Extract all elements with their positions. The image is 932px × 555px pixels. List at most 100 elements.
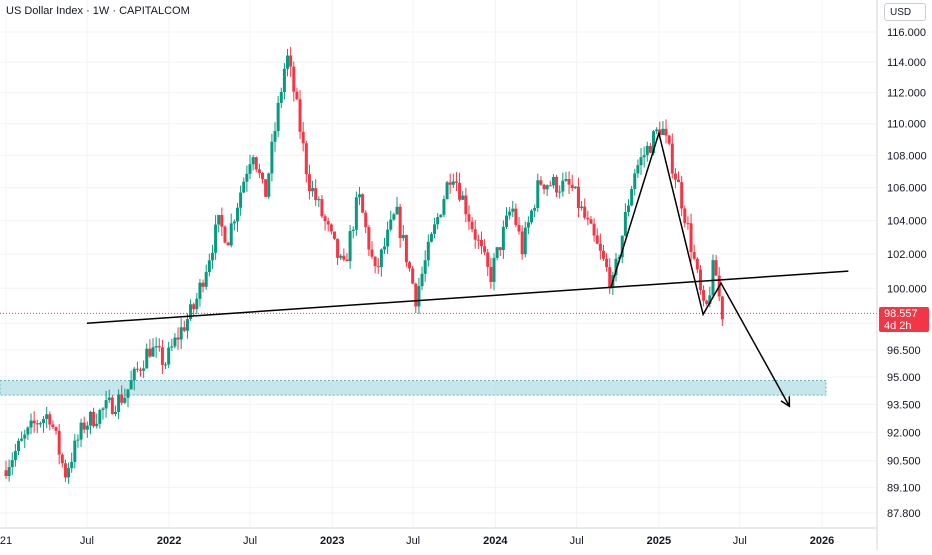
candle-body bbox=[88, 411, 92, 426]
candle-body bbox=[126, 389, 130, 398]
candle-body bbox=[686, 223, 690, 225]
candle-body bbox=[29, 420, 33, 428]
candle bbox=[185, 313, 189, 339]
candle bbox=[361, 193, 365, 214]
candle-body bbox=[583, 206, 587, 218]
price-axis[interactable]: 116.000 114.000 112.000 110.000 108.000 106.0… bbox=[887, 27, 927, 520]
candle-body bbox=[4, 470, 8, 477]
candle bbox=[445, 180, 449, 200]
candle bbox=[495, 246, 499, 261]
candle-body bbox=[276, 102, 280, 132]
candle bbox=[517, 216, 521, 235]
price-tick-label: 87.800 bbox=[887, 508, 921, 520]
candle bbox=[373, 256, 377, 274]
candle-body bbox=[558, 191, 562, 193]
candle-body bbox=[383, 246, 387, 250]
candle-body bbox=[320, 199, 324, 217]
candle bbox=[395, 196, 399, 215]
candle-body bbox=[617, 257, 621, 259]
candle-body bbox=[389, 219, 393, 230]
candle-body bbox=[627, 205, 631, 213]
candle-body bbox=[645, 145, 649, 156]
candle-body bbox=[595, 235, 599, 244]
candle-body bbox=[82, 422, 86, 430]
candle bbox=[235, 203, 239, 232]
candle bbox=[470, 216, 474, 233]
candle bbox=[192, 302, 196, 316]
candle-body bbox=[708, 295, 712, 304]
candle-body bbox=[680, 182, 684, 209]
candle bbox=[386, 221, 390, 254]
candle bbox=[117, 389, 121, 420]
candle bbox=[245, 165, 249, 192]
candle bbox=[129, 370, 133, 390]
candle bbox=[20, 431, 24, 442]
candle-body bbox=[548, 185, 552, 187]
candle-body bbox=[601, 250, 605, 259]
candle-body bbox=[370, 249, 374, 257]
price-tick-label: 93.500 bbox=[887, 399, 921, 411]
candle-body bbox=[539, 180, 543, 185]
candle bbox=[401, 225, 405, 241]
candle-body bbox=[508, 211, 512, 216]
candle-body bbox=[376, 266, 380, 268]
time-axis[interactable]: 21 Jul 2022 Jul 2023 Jul 2024 Jul 2025 Jul 2026 bbox=[0, 535, 834, 547]
candle-body bbox=[117, 394, 121, 412]
candle-body bbox=[426, 241, 430, 261]
candle bbox=[489, 258, 493, 289]
candle bbox=[351, 226, 355, 239]
candle bbox=[639, 147, 643, 175]
candle-body bbox=[448, 182, 452, 185]
candle-body bbox=[623, 212, 627, 236]
candle-body bbox=[51, 424, 55, 428]
candle-body bbox=[32, 420, 36, 424]
candle bbox=[345, 253, 349, 262]
candle-body bbox=[695, 258, 699, 270]
candle-body bbox=[661, 128, 665, 136]
candle-body bbox=[57, 430, 61, 455]
candle bbox=[304, 140, 308, 183]
candle bbox=[142, 360, 146, 379]
candle bbox=[195, 292, 199, 315]
trendline[interactable] bbox=[86, 270, 849, 324]
candle bbox=[511, 200, 515, 218]
candle-body bbox=[561, 180, 565, 192]
candle-body bbox=[189, 304, 193, 320]
candle bbox=[248, 154, 252, 180]
candle-body bbox=[670, 143, 674, 174]
candle-body bbox=[179, 327, 183, 340]
candle-body bbox=[98, 410, 102, 424]
candle bbox=[220, 207, 224, 236]
candle bbox=[189, 299, 193, 321]
candle bbox=[542, 184, 546, 195]
candle-body bbox=[655, 129, 659, 132]
candle bbox=[661, 121, 665, 136]
price-tick-label: 89.100 bbox=[887, 483, 921, 495]
drawings[interactable] bbox=[86, 130, 849, 408]
candle-body bbox=[533, 207, 537, 211]
candle bbox=[4, 460, 8, 480]
candle-body bbox=[67, 468, 71, 478]
candle bbox=[357, 187, 361, 205]
candle-body bbox=[501, 226, 505, 250]
candle-body bbox=[104, 400, 108, 409]
candle bbox=[279, 87, 283, 109]
candle-body bbox=[42, 419, 46, 424]
candle bbox=[148, 339, 152, 358]
projection-path[interactable] bbox=[609, 130, 791, 407]
candle bbox=[655, 127, 659, 135]
candle-body bbox=[176, 337, 180, 340]
candle-body bbox=[530, 210, 534, 223]
candle bbox=[182, 320, 186, 333]
candle-body bbox=[270, 141, 274, 174]
support-zone[interactable] bbox=[0, 380, 827, 396]
candle bbox=[160, 339, 164, 374]
candle-body bbox=[677, 179, 681, 183]
currency-button[interactable]: USD bbox=[884, 3, 926, 21]
candle-body bbox=[151, 347, 155, 357]
candle-body bbox=[329, 224, 333, 232]
candle-body bbox=[551, 176, 555, 186]
candle-body bbox=[273, 131, 277, 142]
